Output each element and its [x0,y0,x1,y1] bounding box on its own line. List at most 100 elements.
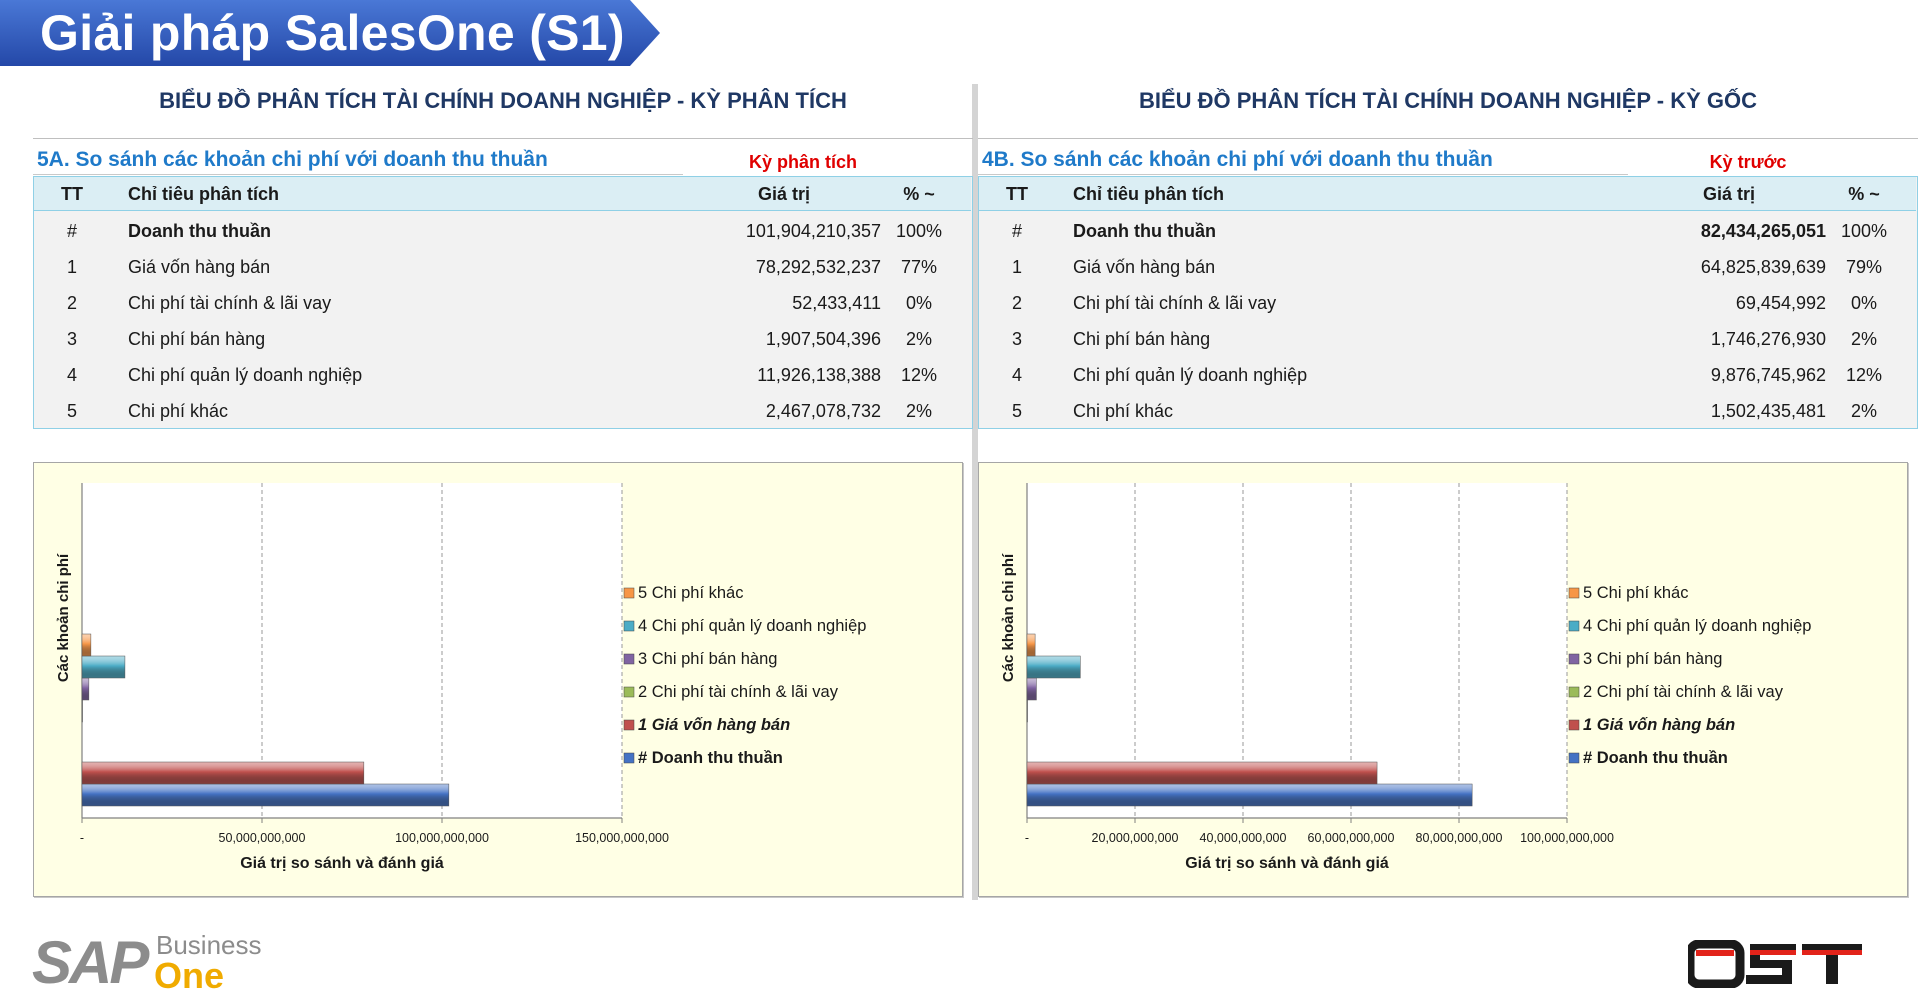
x-axis-title: Giá trị so sánh và đánh giá [240,855,444,872]
cell-indicator: Chi phí khác [1073,401,1174,421]
cell-value: 82,434,265,051 [1700,221,1826,241]
cell-value: 1,746,276,930 [1710,329,1826,349]
bar-shade-3 [81,677,90,701]
legend-swatch [623,620,635,632]
table-row: # Doanh thu thuần 82,434,265,051 100% [979,213,1916,249]
cell-indicator: Chi phí tài chính & lãi vay [128,293,332,313]
bar-shade-5 [81,633,92,657]
cell-percent: 77% [900,257,938,277]
table-row: 4 Chi phí quản lý doanh nghiệp 9,876,745,9… [979,357,1916,393]
cell-percent: 0% [905,293,932,313]
bar-group [1026,761,1378,785]
cell-indicator: Doanh thu thuần [1073,221,1216,241]
legend-swatch [1568,752,1580,764]
cell-value: 78,292,532,237 [755,257,881,277]
table-row: # Doanh thu thuần 101,904,210,357 100% [34,213,971,249]
bar-group [1026,699,1028,723]
bar-shade-4 [1026,655,1081,679]
bar-shade-0 [1026,783,1473,807]
bar-shade-2 [81,699,83,723]
cell-percent: 79% [1845,257,1883,277]
column-header-indicator: Chỉ tiêu phân tích [1073,184,1224,204]
bar-shade-0 [81,783,450,807]
cell-tt: 4 [66,365,77,385]
cell-value: 1,502,435,481 [1710,401,1826,421]
x-tick-label: 100,000,000,000 [395,831,489,845]
column-header-value: Giá trị [757,184,810,204]
column-header-percent: % ~ [1848,184,1880,204]
table-header: TT Chỉ tiêu phân tích Giá trị % ~ [34,177,971,211]
cost-comparison-table: TT Chỉ tiêu phân tích Giá trị % ~ # Doanh… [978,176,1918,429]
cell-tt: 2 [1011,293,1022,313]
x-axis-title: Giá trị so sánh và đánh giá [1185,855,1389,872]
x-tick-label: - [80,831,84,845]
cell-value: 2,467,078,732 [765,401,881,421]
legend-entry: # Doanh thu thuần [638,749,783,767]
column-header-percent: % ~ [903,184,935,204]
legend-entry: 5 Chi phí khác [638,584,743,602]
heading-rule [978,138,1918,139]
cell-percent: 12% [1845,365,1883,385]
x-tick-label: - [1025,831,1029,845]
bar-group [81,633,92,657]
section-title: 4B. So sánh các khoản chi phí với doanh … [982,148,1493,171]
sap-business-one-logo: SAP Business One [32,930,272,996]
table-row: 1 Giá vốn hàng bán 64,825,839,639 79% [979,249,1916,285]
cell-tt: 3 [1011,329,1022,349]
cell-tt: 5 [1011,401,1022,421]
cell-value: 1,907,504,396 [765,329,881,349]
cell-indicator: Chi phí quản lý doanh nghiệp [1073,365,1308,385]
cell-percent: 2% [905,329,932,349]
y-axis-title: Các khoản chi phí [55,553,72,682]
table-row: 5 Chi phí khác 2,467,078,732 2% [34,393,971,429]
cell-percent: 100% [1840,221,1888,241]
heading-rule [33,138,973,139]
legend-swatch [1568,686,1580,698]
cell-indicator: Chi phí quản lý doanh nghiệp [128,365,363,385]
bar-group [81,655,126,679]
x-tick-label: 60,000,000,000 [1308,831,1395,845]
panel-heading: BIỂU ĐỒ PHÂN TÍCH TÀI CHÍNH DOANH NGHIỆP… [159,88,847,113]
legend-entry: 3 Chi phí bán hàng [1583,650,1722,668]
panel-base-period: BIỂU ĐỒ PHÂN TÍCH TÀI CHÍNH DOANH NGHIỆP… [978,82,1918,902]
cell-tt: 1 [1011,257,1022,277]
period-label: Kỳ phân tích [748,152,857,172]
bar-group [1026,655,1081,679]
legend-swatch [623,587,635,599]
x-tick-label: 50,000,000,000 [219,831,306,845]
page-title: Giải pháp SalesOne (S1) [40,5,625,61]
cost-comparison-table: TT Chỉ tiêu phân tích Giá trị % ~ # Doanh… [33,176,973,429]
table-row: 5 Chi phí khác 1,502,435,481 2% [979,393,1916,429]
cell-value: 69,454,992 [1735,293,1826,313]
cell-percent: 2% [905,401,932,421]
legend-entry: 3 Chi phí bán hàng [638,650,777,668]
legend-swatch [623,719,635,731]
period-label: Kỳ trước [1709,152,1787,172]
title-banner: Giải pháp SalesOne (S1) [0,0,665,66]
sap-logo-one: One [154,955,225,996]
table-row: 2 Chi phí tài chính & lãi vay 69,454,992 0% [979,285,1916,321]
legend-swatch [1568,719,1580,731]
cell-tt: 5 [66,401,77,421]
cell-indicator: Giá vốn hàng bán [128,257,271,277]
cell-value: 52,433,411 [792,293,881,313]
bar-group [1026,633,1036,657]
cell-value: 11,926,138,388 [757,365,881,385]
bar-group [81,677,90,701]
bar-chart-svg: - 50,000,000,000 100,000,000,000 150,000,00… [55,483,866,872]
column-header-value: Giá trị [1702,184,1755,204]
panel-analysis-period: BIỂU ĐỒ PHÂN TÍCH TÀI CHÍNH DOANH NGHIỆP… [33,82,973,902]
cell-tt: 4 [1011,365,1022,385]
x-tick-label: 150,000,000,000 [575,831,669,845]
legend-entry: 5 Chi phí khác [1583,584,1688,602]
legend-swatch [623,686,635,698]
legend-entry: 4 Chi phí quản lý doanh nghiệp [638,617,866,635]
bar-group [81,761,365,785]
cell-indicator: Doanh thu thuần [128,221,271,241]
panel-heading: BIỂU ĐỒ PHÂN TÍCH TÀI CHÍNH DOANH NGHIỆP… [1138,88,1758,113]
cell-tt: # [66,221,77,241]
ost-logo-mark [1685,939,1862,989]
banner-arrow-shape [0,0,660,66]
y-axis-title: Các khoản chi phí [1000,553,1017,682]
section-title: 5A. So sánh các khoản chi phí với doanh … [37,148,548,171]
